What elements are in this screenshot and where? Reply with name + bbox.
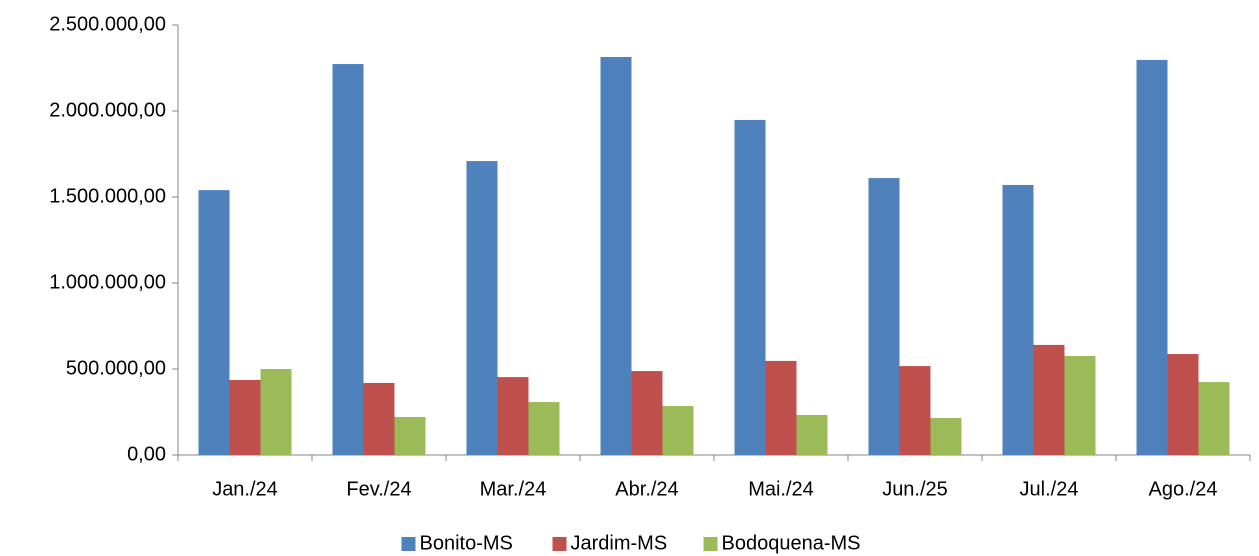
bar: [899, 366, 931, 455]
bar: [1136, 59, 1168, 455]
legend-label: Bonito-MS: [420, 532, 513, 554]
bar: [528, 402, 560, 455]
y-tick-label: 2.500.000,00: [49, 13, 166, 35]
bar: [662, 405, 694, 455]
x-tick-label: Abr./24: [615, 478, 678, 500]
bar: [394, 416, 426, 455]
legend-swatch: [552, 537, 567, 551]
x-tick-label: Jan./24: [212, 478, 278, 500]
legend-swatch: [703, 537, 718, 551]
bar: [930, 418, 962, 455]
bar: [1033, 344, 1065, 455]
y-tick-label: 0,00: [127, 443, 166, 465]
bar: [1002, 184, 1034, 455]
bar: [734, 119, 766, 455]
x-tick-label: Mar./24: [480, 478, 547, 500]
bar: [497, 377, 529, 455]
x-tick-label: Jul./24: [1020, 478, 1079, 500]
y-tick-label: 1.000.000,00: [49, 271, 166, 293]
x-tick-label: Jun./25: [882, 478, 948, 500]
x-tick-label: Mai./24: [748, 478, 814, 500]
legend-swatch: [401, 537, 416, 551]
bar: [466, 161, 498, 455]
bar: [229, 380, 261, 455]
bar: [1064, 355, 1096, 455]
bar: [765, 360, 797, 455]
bar: [796, 414, 828, 455]
x-tick-label: Ago./24: [1149, 478, 1218, 500]
bar: [631, 371, 663, 455]
bar: [1198, 382, 1230, 455]
x-tick-label: Fev./24: [346, 478, 411, 500]
bar: [260, 369, 292, 455]
bar: [600, 56, 632, 455]
y-tick-label: 500.000,00: [66, 357, 166, 379]
y-tick-label: 2.000.000,00: [49, 99, 166, 121]
bar: [332, 64, 364, 455]
y-tick-label: 1.500.000,00: [49, 185, 166, 207]
bar: [198, 190, 230, 455]
bar: [1167, 354, 1199, 455]
legend-label: Bodoquena-MS: [722, 532, 861, 554]
bar: [868, 178, 900, 455]
bar: [363, 382, 395, 455]
legend-label: Jardim-MS: [571, 532, 668, 554]
